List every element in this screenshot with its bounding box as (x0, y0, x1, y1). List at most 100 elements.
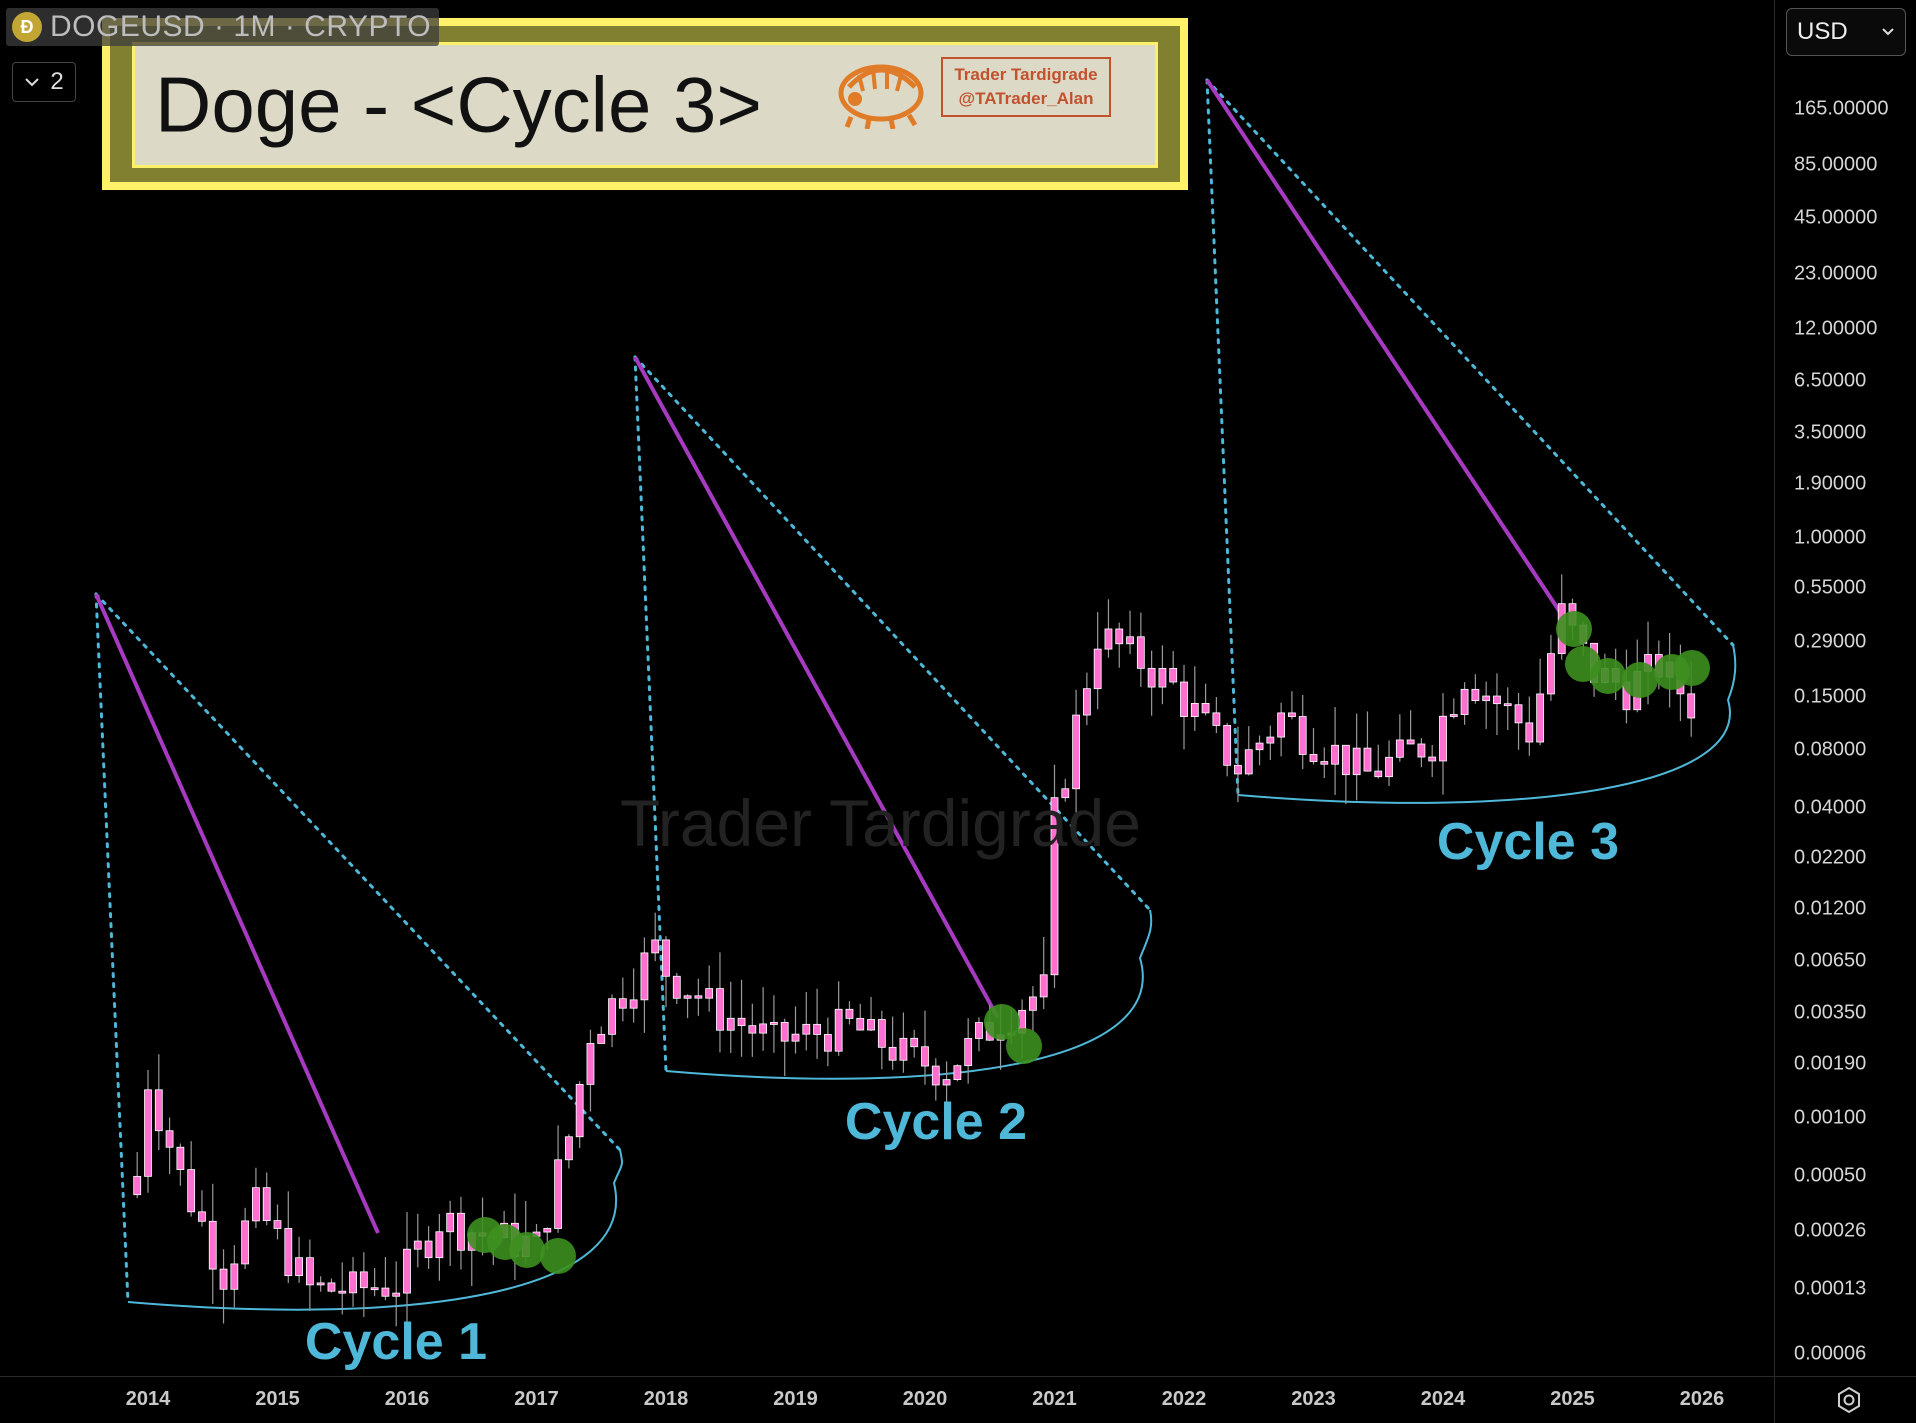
price-tick-label: 0.15000 (1794, 685, 1867, 708)
price-axis[interactable] (1774, 0, 1916, 1376)
green-marker (540, 1238, 576, 1274)
candle-body (1201, 702, 1210, 714)
settings-gear-icon[interactable] (1835, 1386, 1863, 1414)
price-tick-label: 0.00350 (1794, 1001, 1867, 1024)
candle-body (672, 975, 681, 999)
candle-body (1277, 712, 1286, 738)
green-marker (984, 1004, 1020, 1040)
candle-body (877, 1019, 886, 1048)
candle-body (575, 1083, 584, 1138)
candle-body (413, 1240, 422, 1250)
candle-body (1180, 681, 1188, 717)
chevron-down-icon (1882, 28, 1894, 36)
indicator-count: 2 (50, 68, 64, 95)
dotted-edge-line (633, 355, 668, 1073)
price-tick-label: 85.00000 (1794, 153, 1878, 176)
candle-body (403, 1248, 411, 1294)
candle-body (726, 1017, 735, 1031)
symbol-info-bar[interactable]: Ð DOGEUSD · 1M · CRYPTO (6, 8, 440, 46)
candle-body (1352, 747, 1361, 776)
price-tick-label: 0.00190 (1794, 1052, 1867, 1075)
candle-body (1320, 761, 1329, 765)
candle-body (144, 1089, 152, 1177)
candle-body (759, 1023, 768, 1034)
price-tick-label: 165.00000 (1794, 97, 1889, 120)
candle-body (1158, 668, 1167, 688)
symbol-text: DOGEUSD · 1M · CRYPTO (50, 10, 432, 43)
time-tick-label: 2025 (1550, 1388, 1595, 1410)
candle-body (618, 998, 627, 1009)
price-tick-label: 0.55000 (1794, 576, 1867, 599)
candle-body (187, 1169, 196, 1213)
candle-body (1212, 712, 1221, 726)
candle-body (931, 1065, 940, 1086)
candle-body (1029, 996, 1037, 1011)
candle-body (1244, 749, 1253, 775)
candle-body (694, 995, 703, 999)
candle-body (662, 939, 670, 977)
candle-body (1234, 764, 1242, 775)
candle-body (208, 1220, 217, 1270)
candle-body (1082, 688, 1091, 716)
candle-body (748, 1025, 757, 1034)
candle-body (1514, 704, 1523, 724)
candle-body (1115, 628, 1124, 645)
candle-body (1439, 715, 1447, 762)
price-tick-label: 0.02200 (1794, 846, 1867, 869)
candle-body (791, 1033, 800, 1042)
candle-body (823, 1034, 832, 1052)
candle-body (975, 1022, 983, 1039)
cycle-2-label: Cycle 2 (844, 1093, 1028, 1151)
dotted-edge-line (94, 592, 130, 1304)
price-tick-label: 1.90000 (1794, 472, 1867, 495)
candle-body (705, 988, 714, 999)
candle-body (953, 1065, 962, 1080)
price-tick-label: 6.50000 (1794, 369, 1867, 392)
candle-body (856, 1017, 865, 1031)
candle-body (1471, 688, 1480, 702)
title-banner-inner: Doge - <Cycle 3> Trader Tardigrade @TATr… (132, 42, 1158, 168)
time-axis[interactable] (0, 1376, 1774, 1423)
candle-body (230, 1263, 239, 1290)
candle-body (564, 1136, 573, 1161)
price-chart[interactable] (0, 0, 1774, 1376)
candle-body (1385, 756, 1393, 778)
time-tick-label: 2020 (902, 1388, 948, 1410)
currency-select[interactable]: USD (1786, 8, 1906, 56)
candle-body (176, 1146, 185, 1171)
candle-body (683, 995, 692, 999)
time-tick-label: 2014 (125, 1388, 171, 1410)
candle-body (1266, 736, 1275, 744)
candle-body (1126, 636, 1134, 645)
candle-body (1147, 667, 1156, 688)
candle-body (392, 1292, 401, 1297)
cycle-bowl-curve (665, 909, 1153, 1080)
price-tick-label: 0.00013 (1794, 1277, 1867, 1300)
candle-body (284, 1228, 293, 1277)
candle-body (133, 1175, 142, 1196)
candle-body (327, 1282, 336, 1292)
price-tick-label: 0.08000 (1794, 738, 1867, 761)
author-handle-box: Trader Tardigrade @TATrader_Alan (941, 57, 1111, 117)
cycle-3-label: Cycle 3 (1436, 813, 1620, 871)
purple-trend-line (633, 356, 1000, 1019)
price-tick-label: 0.00650 (1794, 949, 1867, 972)
cycle-1-label: Cycle 1 (304, 1313, 488, 1371)
dotted-edge-line (1205, 78, 1240, 797)
candle-body (737, 1017, 746, 1027)
time-tick-label: 2018 (643, 1388, 689, 1410)
tardigrade-logo-icon (838, 64, 924, 129)
candle-body (154, 1089, 163, 1132)
time-tick-label: 2026 (1679, 1388, 1725, 1410)
doge-coin-icon: Ð (12, 12, 42, 42)
candle-body (1169, 668, 1178, 683)
collapse-indicators-button[interactable]: 2 (12, 62, 76, 102)
author-handle: @TATrader_Alan (958, 89, 1094, 108)
candle-body (1255, 742, 1264, 751)
candle-body (1687, 693, 1696, 719)
price-tick-label: 23.00000 (1794, 262, 1878, 285)
green-marker (1590, 658, 1626, 694)
price-tick-label: 0.00006 (1794, 1342, 1867, 1365)
candle-body (349, 1271, 357, 1294)
time-tick-label: 2024 (1420, 1388, 1466, 1410)
